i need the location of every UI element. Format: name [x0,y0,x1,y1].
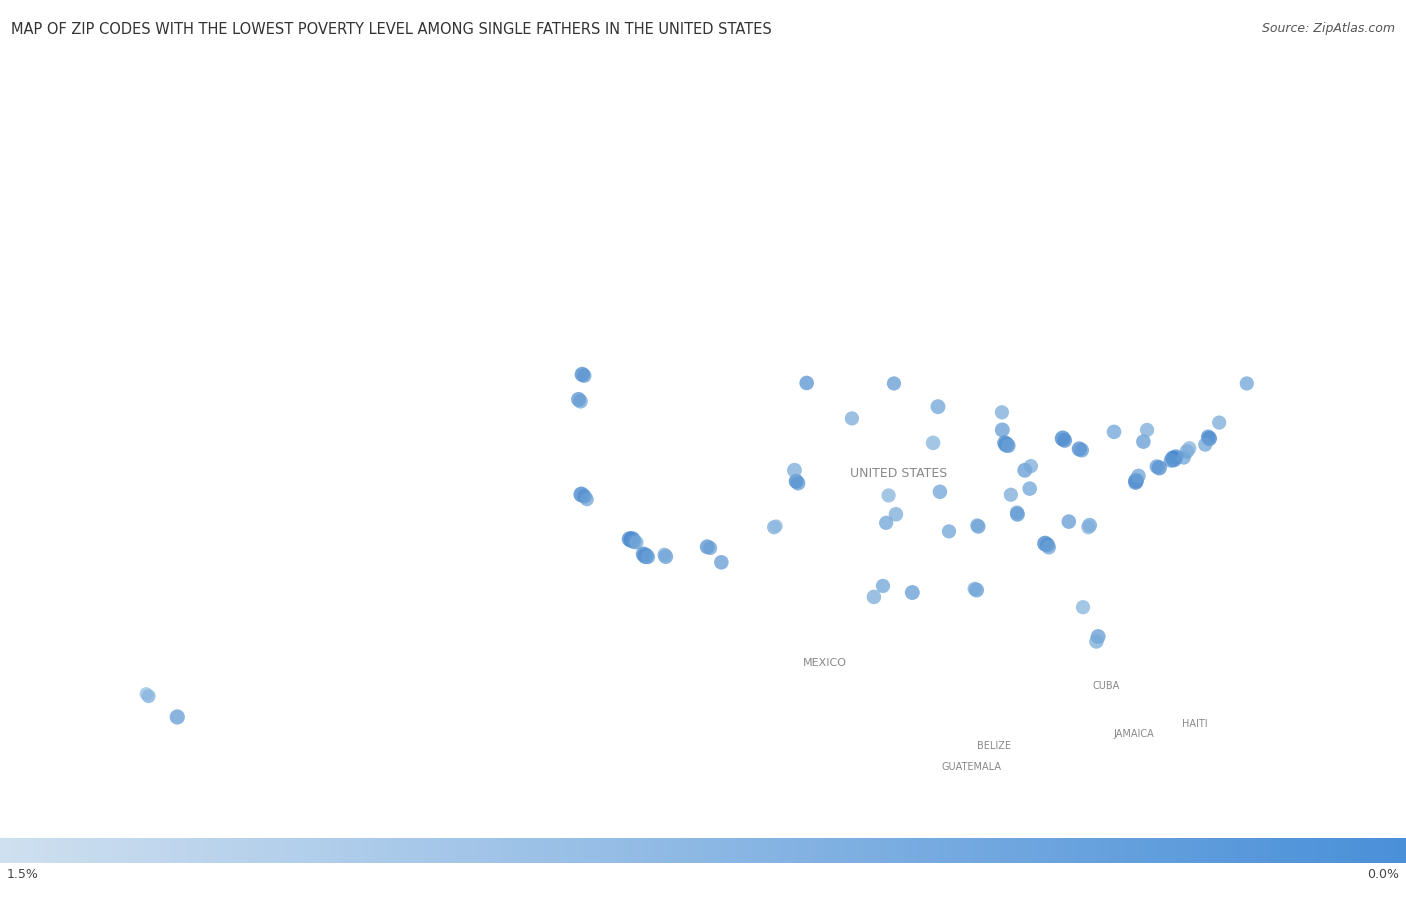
Point [785,474,807,488]
Text: MAP OF ZIP CODES WITH THE LOWEST POVERTY LEVEL AMONG SINGLE FATHERS IN THE UNITE: MAP OF ZIP CODES WITH THE LOWEST POVERTY… [11,22,772,38]
Point [967,520,990,534]
Point [1161,450,1184,465]
Point [1128,468,1150,483]
Point [696,539,718,554]
Point [575,492,598,506]
Point [877,488,900,503]
Point [1173,450,1195,465]
Point [927,399,949,414]
Point [1077,520,1099,534]
Point [1160,453,1182,467]
Point [710,555,733,569]
Point [574,489,596,503]
Point [783,463,806,477]
Point [1178,441,1201,456]
Point [1175,444,1198,458]
Point [1057,514,1080,529]
Point [1125,474,1147,488]
Point [1033,537,1056,551]
Point [1146,459,1168,474]
Point [938,524,960,539]
Point [884,507,907,521]
Point [654,549,676,564]
Point [166,710,188,725]
Point [1053,433,1076,448]
Point [1018,481,1040,495]
Point [135,687,157,701]
Text: BELIZE: BELIZE [977,742,1011,752]
Point [1125,476,1147,490]
Text: Source: ZipAtlas.com: Source: ZipAtlas.com [1261,22,1395,35]
Point [995,438,1018,452]
Point [922,436,945,450]
Point [1164,450,1187,464]
Text: JAMAICA: JAMAICA [1114,729,1154,739]
Text: MEXICO: MEXICO [803,658,848,668]
Point [966,518,988,532]
Point [1136,423,1159,437]
Point [991,405,1014,420]
Point [1005,505,1028,520]
Point [1014,463,1036,477]
Text: GUATEMALA: GUATEMALA [942,762,1002,772]
Point [991,423,1014,437]
Point [1052,432,1074,446]
Point [1000,487,1022,502]
Point [1071,600,1094,614]
Point [966,583,988,597]
Point [1070,443,1092,458]
Point [572,369,595,383]
Point [569,394,592,408]
Point [571,367,593,381]
Point [875,516,897,530]
Point [621,532,644,547]
Point [883,377,905,391]
Point [699,541,721,556]
Point [1019,458,1042,473]
Point [1163,452,1185,467]
Point [1197,430,1219,444]
Text: 1.5%: 1.5% [7,868,39,880]
Point [138,689,160,703]
Point [997,439,1019,453]
Point [1194,438,1216,452]
Point [901,585,924,600]
Text: CUBA: CUBA [1092,681,1121,691]
Point [1236,377,1258,391]
Text: UNITED STATES: UNITED STATES [851,467,948,480]
Point [637,550,659,565]
Point [623,534,645,548]
Point [763,520,786,534]
Point [1038,540,1060,555]
Point [1069,441,1091,456]
Text: HAITI: HAITI [1181,719,1208,729]
Point [1085,634,1108,648]
Point [1102,424,1125,439]
Point [929,485,952,499]
Point [994,436,1017,450]
Point [654,547,676,562]
Point [1132,434,1154,449]
Point [1078,518,1101,532]
Point [626,535,648,549]
Point [1208,415,1230,430]
Text: 0.0%: 0.0% [1367,868,1399,880]
Point [1036,538,1059,552]
Point [1198,432,1220,446]
Point [765,519,787,533]
Point [963,582,986,596]
Point [634,548,657,563]
Point [1149,460,1171,475]
Point [633,547,655,561]
Point [567,392,589,406]
Point [619,532,641,547]
Point [841,411,863,425]
Point [787,476,810,491]
Point [1007,507,1029,521]
Point [863,590,886,604]
Point [569,487,592,502]
Point [872,579,894,593]
Point [1087,629,1109,644]
Point [796,376,818,390]
